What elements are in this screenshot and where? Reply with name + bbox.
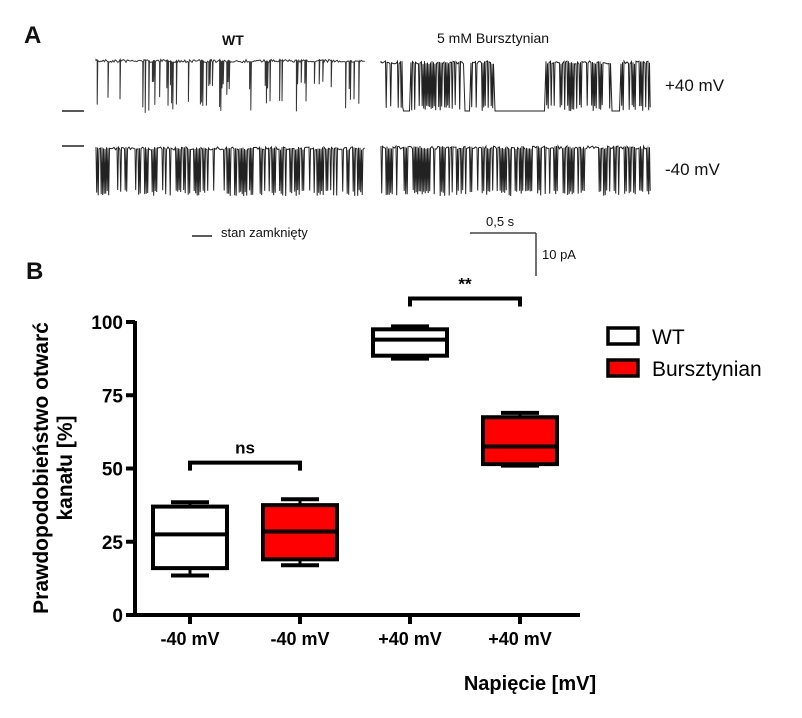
y-tick-label: 0 <box>112 606 123 627</box>
y-tick-label: 50 <box>102 460 123 481</box>
box-iqr <box>151 504 229 571</box>
legend-swatch <box>606 358 640 378</box>
voltage-label-plus40: +40 mV <box>665 76 725 95</box>
x-tick-label: -40 mV <box>160 629 219 649</box>
voltage-label-minus40: -40 mV <box>665 160 720 179</box>
closed-state-label: stan zamknięty <box>221 225 308 240</box>
trace-wt-plus40 <box>95 57 365 113</box>
box-succinate-1 <box>261 497 339 568</box>
legend-label: Bursztynian <box>652 358 762 381</box>
y-axis-label: Prawdopodobieństwo otwarć kanału [%] <box>30 322 77 614</box>
scale-bar-time-label: 0,5 s <box>486 214 515 229</box>
box-plot-chart: Prawdopodobieństwo otwarć kanału [%] 0 25… <box>30 278 762 695</box>
legend-label: WT <box>652 326 685 349</box>
box-wt-0 <box>151 500 229 578</box>
trace-wt-minus40 <box>95 145 365 197</box>
x-tick-label: +40 mV <box>378 629 442 649</box>
y-tick-label: 100 <box>91 313 123 334</box>
y-axis-label-line-1: Prawdopodobieństwo otwarć <box>30 322 53 614</box>
x-tick-label: -40 mV <box>270 629 329 649</box>
trace-title-succinate: 5 mM Bursztynian <box>437 30 550 46</box>
y-tick-label: 25 <box>102 533 124 554</box>
trace-succinate-plus40 <box>380 59 651 112</box>
significance-label: ** <box>458 278 472 294</box>
trace-succinate-minus40 <box>380 144 651 197</box>
legend-item-succinate: Bursztynian <box>606 358 762 381</box>
panel-a-letter: A <box>24 22 42 49</box>
trace-title-wt: WT <box>222 32 244 48</box>
box-succinate-3 <box>481 410 559 468</box>
box-iqr <box>371 327 449 358</box>
significance-bracket <box>188 460 302 471</box>
panel-b-letter: B <box>26 258 44 285</box>
legend-item-wt: WT <box>606 326 685 349</box>
significance-bracket <box>408 296 522 307</box>
scale-bar-current-label: 10 pA <box>542 247 576 262</box>
current-traces <box>62 57 651 276</box>
legend-swatch <box>606 326 640 346</box>
y-axis-label-line-2: kanału [%] <box>54 415 77 520</box>
box-iqr <box>481 415 559 467</box>
x-tick-label: +40 mV <box>488 629 552 649</box>
y-tick-label: 75 <box>102 386 124 407</box>
significance-label: ns <box>235 439 255 458</box>
x-axis-label: Napięcie [mV] <box>464 673 596 695</box>
box-wt-2 <box>371 324 449 361</box>
